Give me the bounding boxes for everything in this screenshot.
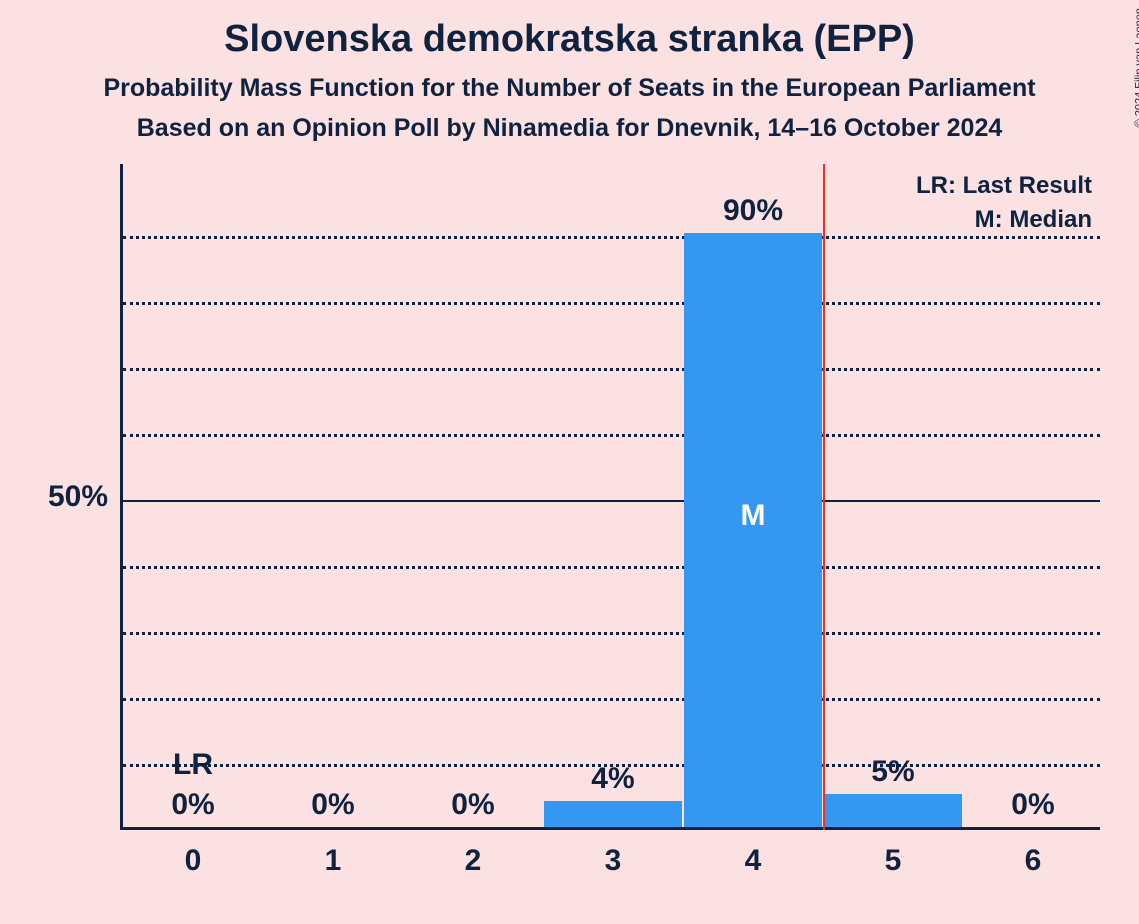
gridline <box>123 302 1100 305</box>
y-tick-label: 50% <box>8 480 108 514</box>
chart-plot-area: 0%LR0%0%4%90%M5%0% <box>120 170 1100 830</box>
gridline <box>123 236 1100 239</box>
x-tick-label: 4 <box>674 844 831 878</box>
bar <box>544 801 681 827</box>
x-tick-label: 2 <box>394 844 551 878</box>
x-tick-label: 3 <box>534 844 691 878</box>
gridline <box>123 500 1100 502</box>
last-result-vline <box>823 164 825 830</box>
x-tick-label: 5 <box>814 844 971 878</box>
gridline <box>123 566 1100 569</box>
gridline <box>123 368 1100 371</box>
bar-value-label: 5% <box>814 755 971 789</box>
last-result-marker: LR <box>114 748 271 782</box>
chart-subtitle-2: Based on an Opinion Poll by Ninamedia fo… <box>0 114 1139 143</box>
chart-title: Slovenska demokratska stranka (EPP) <box>0 18 1139 61</box>
bar-value-label: 0% <box>114 788 271 822</box>
gridline <box>123 434 1100 437</box>
x-tick-label: 6 <box>954 844 1111 878</box>
x-tick-label: 1 <box>254 844 411 878</box>
x-tick-label: 0 <box>114 844 271 878</box>
legend-last-result: LR: Last Result <box>916 172 1092 200</box>
bar-value-label: 0% <box>394 788 551 822</box>
y-axis <box>120 164 123 830</box>
legend-median: M: Median <box>975 206 1092 234</box>
bar-value-label: 0% <box>254 788 411 822</box>
gridline <box>123 632 1100 635</box>
bar-value-label: 0% <box>954 788 1111 822</box>
median-marker: M <box>684 499 821 533</box>
copyright-text: © 2024 Filip van Laenen <box>1133 8 1139 127</box>
x-axis <box>120 827 1100 830</box>
gridline <box>123 698 1100 701</box>
bar <box>824 794 961 827</box>
bar-value-label: 90% <box>674 194 831 228</box>
bar-value-label: 4% <box>534 762 691 796</box>
chart-subtitle-1: Probability Mass Function for the Number… <box>0 74 1139 103</box>
